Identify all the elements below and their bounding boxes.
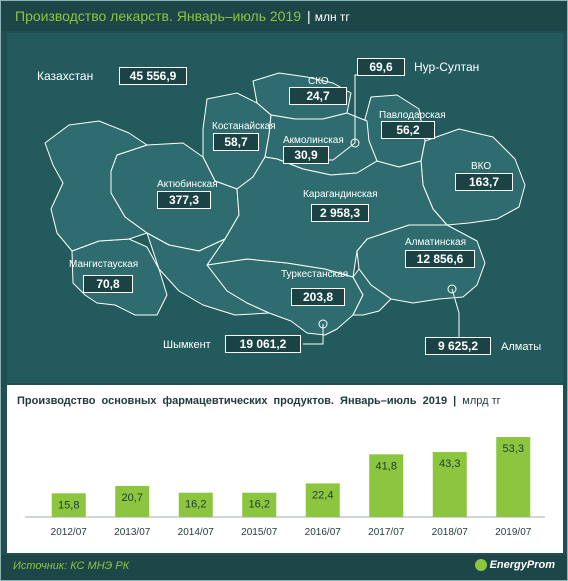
bar-chart-title: Производство основных фармацевтических п… [17,395,501,407]
pavlodar-label: Павлодарская [379,110,446,121]
aktobe-label: Актюбинская [157,179,218,190]
bar-2013/07 [115,485,150,517]
bar-chart-title-text: Производство основных фармацевтических п… [17,395,448,407]
region-shape-zhambyl [352,268,392,316]
akmola-value: 30,9 [283,146,329,164]
shymkent-label: Шымкент [163,339,211,351]
energyprom-logo: EnergyProm [474,559,555,572]
almaty-value: 9 625,2 [425,337,491,355]
aktobe-value: 377,3 [157,191,211,209]
logo-text: EnergyProm [489,559,555,571]
karaganda-label: Карагандинская [303,189,378,200]
bar-value-label: 53,3 [503,443,524,455]
bar-chart-unit: млрд тг [462,395,501,407]
bar-value-label: 16,2 [249,499,270,511]
bar-value-label: 22,4 [312,489,333,501]
turkestan-label: Туркестанская [281,269,349,280]
x-tick-label: 2015/07 [241,527,278,538]
source-text: Источник: КС МНЭ РК [13,560,130,572]
bar-chart-panel: Производство основных фармацевтических п… [7,385,563,553]
shymkent-value: 19 061,2 [225,335,301,353]
mangystau-value: 70,8 [83,275,133,293]
sko-label: СКО [308,76,329,87]
bar-2018/07 [432,452,467,517]
kostanay-value: 58,7 [213,133,259,151]
mangystau-label: Мангистауская [69,259,139,270]
bar-2014/07 [178,492,213,517]
kazakhstan-map [44,72,526,345]
bar-value-label: 16,2 [185,499,206,511]
almaty-region-label: Алматинская [405,237,466,248]
x-tick-label: 2012/07 [51,527,88,538]
country-value: 45 556,9 [119,67,187,85]
akmola-label: Акмолинская [283,135,344,146]
almaty-region-value: 12 856,6 [405,250,475,268]
karaganda-value: 2 958,3 [311,204,369,222]
region-shape-west [44,120,148,252]
bar-2016/07 [305,483,340,517]
nur-sultan-value: 69,6 [357,58,405,76]
pavlodar-value: 56,2 [381,121,435,139]
x-tick-label: 2016/07 [305,527,342,538]
bar-value-label: 43,3 [439,458,460,470]
region-shape-kyzylorda [146,232,270,316]
almaty-marker [447,284,457,294]
vko-label: ВКО [471,161,492,172]
logo-icon [474,559,487,572]
shymkent-leader [303,324,324,345]
bar-2012/07 [51,493,86,517]
bar-2019/07 [496,437,531,517]
title-bar: Производство лекарств. Январь–июль 2019 |… [1,1,567,31]
almaty-leader [451,288,460,337]
x-tick-label: 2013/07 [114,527,151,538]
x-tick-label: 2019/07 [495,527,532,538]
bar-chart: 15,8 2012/07 20,7 2013/07 16,2 2014/07 16,2 201… [25,437,545,538]
title-unit: млн тг [314,10,350,24]
vko-value: 163,7 [455,173,513,191]
x-tick-label: 2018/07 [432,527,469,538]
almaty-label: Алматы [501,341,542,353]
kostanay-label: Костанайская [212,121,276,132]
title-separator: | [307,8,311,24]
country-label: Казахстан [37,69,94,83]
bar-value-label: 20,7 [122,492,143,504]
sko-value: 24,7 [289,87,347,105]
x-tick-label: 2014/07 [178,527,215,538]
nur-sultan-label: Нур-Султан [414,60,480,74]
page-title: Производство лекарств. Январь–июль 2019 |… [15,8,350,24]
x-tick-label: 2017/07 [368,527,405,538]
turkestan-value: 203,8 [291,288,345,306]
map-panel: Казахстан 45 556,9 69,6 Нур-Султан СКО 2… [7,33,563,383]
bar-2015/07 [242,492,277,517]
title-text: Производство лекарств. Январь–июль 2019 [15,8,302,24]
bar-value-label: 41,8 [376,460,397,472]
footer: Источник: КС МНЭ РК EnergyProm [1,555,567,580]
bar-2017/07 [369,454,404,517]
bar-value-label: 15,8 [58,499,79,511]
